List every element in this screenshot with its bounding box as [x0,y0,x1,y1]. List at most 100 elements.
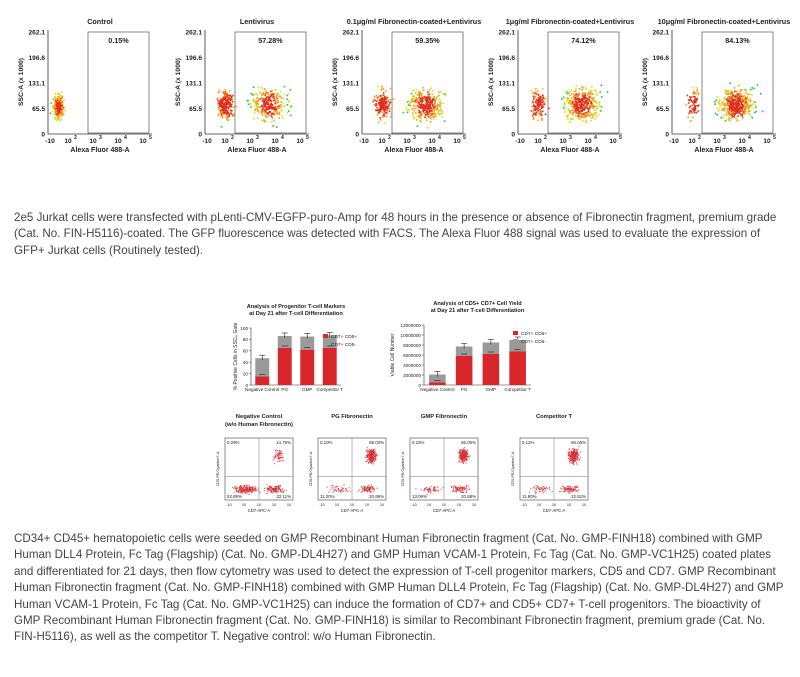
facs-dot [219,99,222,102]
facs-dot [593,100,595,103]
flow-dot [563,488,565,490]
flow-dot [466,450,468,452]
facs-dot [266,112,268,114]
flow-dot [371,489,373,491]
facs-dot [727,103,729,106]
flow-dot [366,488,368,490]
facs-dot [584,102,587,104]
x-tick-label: 10 [403,138,411,145]
flow-dot [278,449,280,451]
facs-dot [383,97,386,100]
facs-dot [548,107,550,110]
flow-dot [274,488,276,490]
facs-dot [426,109,428,112]
flow-dot [542,489,544,491]
flow-dot [376,455,378,457]
facs-dot [267,96,269,98]
facs-dot [742,98,745,101]
facs-dot [430,103,432,105]
facs-dot [533,113,535,115]
facs-dot [385,89,387,92]
flow-dot [248,490,250,492]
flow-dot [460,490,462,492]
facs-dot [442,102,444,105]
facs-dot [59,107,61,109]
facs-dot [58,114,60,116]
facs-dot [427,93,429,95]
facs-dot [570,89,573,92]
facs-dot [581,109,583,112]
flow-dot [246,487,248,489]
flow-dot [369,488,371,490]
facs-dot [579,99,582,102]
flow-dot [250,489,252,491]
flow-dot [357,490,359,492]
facs-dot [587,92,590,94]
facs-dot [729,110,731,113]
bar-cd7-cd5-neg [255,358,270,377]
facs-title: 0.1μg/ml Fibronectin-coated+Lentivirus [347,17,481,26]
flow-dot [271,491,273,493]
flow-dot [423,490,425,492]
y-tick-label: 40 [243,360,249,365]
facs-dot [386,106,389,108]
x-tick-label: 5 [619,135,622,141]
flow-dot [456,488,458,490]
flow-dot [462,452,464,454]
facs-dot [385,105,387,107]
facs-dot [54,92,56,95]
facs-dot [221,115,223,118]
flow-dot [370,461,372,463]
facs-dot [580,116,582,119]
flow-dot [245,492,247,494]
facs-dot [593,90,595,92]
flow-dot [541,488,543,490]
facs-dot [429,121,432,123]
flow-dot [278,451,280,453]
flow-dot [572,462,574,464]
facs-dot [588,95,591,98]
flow-dot [371,461,373,463]
flow-dot [367,454,369,456]
facs-dot [231,109,233,112]
facs-dot [57,98,59,100]
flow-dot [365,460,367,462]
facs-dot [384,112,387,115]
x-axis-label: Alexa Fluor 488-A [384,147,443,154]
facs-dot [721,102,724,104]
facs-dot [276,94,279,97]
facs-dot [694,109,696,111]
flow-dot [279,450,281,452]
facs-dot [420,114,423,117]
facs-dot [381,101,384,104]
facs-dot [537,106,539,109]
flow-dot [573,449,575,451]
facs-dot [726,104,728,106]
x-tick-label: -10 [521,503,527,507]
facs-dot [565,115,568,118]
facs-dot [60,91,63,94]
flow-dot [461,458,463,460]
chart-title: at Day 21 after T-cell Differentiation [249,311,343,317]
facs-dot [270,94,272,96]
facs-dot [578,98,581,100]
facs-dot [288,110,290,112]
facs-dot [577,112,579,115]
facs-dot [598,104,601,107]
facs-dot [57,99,59,101]
flow-dot [275,452,277,454]
flow-dot [239,485,241,487]
flow-dot [463,454,465,456]
flow-dot [573,459,575,461]
flow-dot [279,484,281,486]
flow-dot [373,463,375,465]
flow-dot [570,452,572,454]
facs-dot [736,106,739,108]
facs-dot [418,110,421,112]
flow-dot [572,455,574,457]
flow-dot [372,456,374,458]
x-tick-label: 3 [413,135,416,141]
facs-dot [574,103,576,105]
facs-dot [429,112,431,115]
chart-title: Analysis of CD5+ CD7+ Cell Yield [433,301,522,307]
